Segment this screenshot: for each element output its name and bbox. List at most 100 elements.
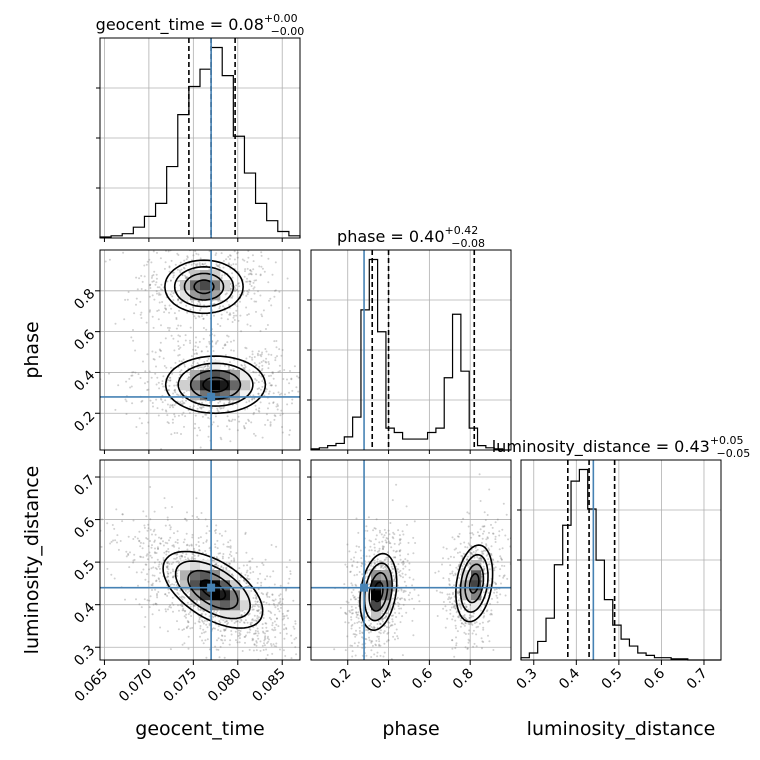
scatter-point xyxy=(153,574,156,577)
scatter-point xyxy=(260,361,263,363)
scatter-point xyxy=(277,404,279,407)
scatter-point xyxy=(166,575,169,578)
scatter-point xyxy=(286,277,289,280)
scatter-point xyxy=(194,422,197,425)
scatter-point xyxy=(388,542,391,545)
scatter-point xyxy=(457,603,460,606)
scatter-point xyxy=(131,402,134,405)
scatter-point xyxy=(375,518,378,521)
scatter-point xyxy=(135,426,138,428)
scatter-point xyxy=(248,288,251,291)
scatter-point xyxy=(462,552,465,555)
density-cell xyxy=(371,600,382,611)
scatter-point xyxy=(357,611,360,614)
scatter-point xyxy=(244,270,246,273)
scatter-point xyxy=(231,573,234,576)
scatter-point xyxy=(386,556,389,559)
scatter-point xyxy=(530,529,532,531)
scatter-point xyxy=(204,246,206,248)
scatter-point xyxy=(271,599,274,602)
scatter-point xyxy=(188,378,191,381)
scatter-point xyxy=(187,621,190,624)
scatter-point xyxy=(460,520,463,523)
scatter-point xyxy=(355,611,358,614)
scatter-point xyxy=(373,559,376,562)
scatter-point xyxy=(138,277,141,280)
scatter-point xyxy=(470,553,473,556)
scatter-point xyxy=(176,575,179,577)
scatter-point xyxy=(470,615,473,617)
scatter-point xyxy=(458,604,461,607)
scatter-point xyxy=(218,307,221,310)
scatter-point xyxy=(151,280,154,283)
scatter-point xyxy=(324,414,326,416)
scatter-point xyxy=(394,556,397,559)
scatter-point xyxy=(211,559,214,562)
scatter-point xyxy=(228,304,231,306)
scatter-point xyxy=(491,558,494,561)
scatter-point xyxy=(165,553,168,556)
scatter-point xyxy=(241,650,244,652)
scatter-point xyxy=(271,371,274,374)
scatter-point xyxy=(174,581,177,584)
scatter-point xyxy=(439,591,442,594)
scatter-point xyxy=(457,615,459,618)
scatter-point xyxy=(252,605,254,607)
scatter-point xyxy=(124,298,127,301)
scatter-point xyxy=(240,572,243,575)
scatter-point xyxy=(351,655,354,658)
scatter-point xyxy=(381,610,384,613)
scatter-point xyxy=(485,543,488,546)
scatter-point xyxy=(172,603,175,606)
scatter-point xyxy=(177,593,180,596)
scatter-point xyxy=(222,566,225,569)
scatter-point xyxy=(146,599,149,602)
scatter-point xyxy=(164,593,167,596)
scatter-point xyxy=(138,530,141,533)
scatter-point xyxy=(385,541,388,544)
scatter-point xyxy=(370,562,373,565)
scatter-point xyxy=(353,596,356,598)
scatter-point xyxy=(472,533,475,536)
scatter-point xyxy=(229,440,232,443)
scatter-point xyxy=(255,649,258,652)
scatter-point xyxy=(205,539,208,542)
scatter-point xyxy=(267,392,270,395)
scatter-point xyxy=(479,528,482,531)
scatter-point xyxy=(476,531,479,534)
scatter-point xyxy=(175,384,178,387)
scatter-point xyxy=(225,620,228,623)
density-cell xyxy=(471,560,482,571)
scatter-point xyxy=(208,340,211,343)
scatter-point xyxy=(288,306,290,309)
scatter-point xyxy=(164,233,166,235)
scatter-point xyxy=(496,560,499,563)
scatter-point xyxy=(205,243,207,245)
scatter-point xyxy=(260,607,263,610)
scatter-point xyxy=(384,616,387,619)
scatter-point xyxy=(454,607,457,610)
scatter-point xyxy=(393,533,396,536)
scatter-point xyxy=(194,622,197,625)
scatter-point xyxy=(246,280,249,283)
scatter-point xyxy=(167,250,170,253)
scatter-point xyxy=(349,571,352,573)
scatter-point xyxy=(370,549,373,552)
scatter-point xyxy=(145,412,148,415)
scatter-point xyxy=(282,615,285,618)
scatter-point xyxy=(168,581,171,584)
scatter-point xyxy=(370,641,373,644)
scatter-points xyxy=(333,473,532,660)
scatter-point xyxy=(169,528,172,531)
scatter-point xyxy=(266,419,269,422)
scatter-point xyxy=(154,552,157,555)
scatter-point xyxy=(257,354,259,357)
scatter-point xyxy=(398,574,401,577)
scatter-point xyxy=(234,418,236,421)
scatter-point xyxy=(490,523,492,526)
scatter-point xyxy=(230,633,233,636)
scatter-point xyxy=(391,571,394,574)
scatter-point xyxy=(235,284,238,287)
scatter-point xyxy=(232,349,235,352)
scatter-point xyxy=(196,362,199,365)
